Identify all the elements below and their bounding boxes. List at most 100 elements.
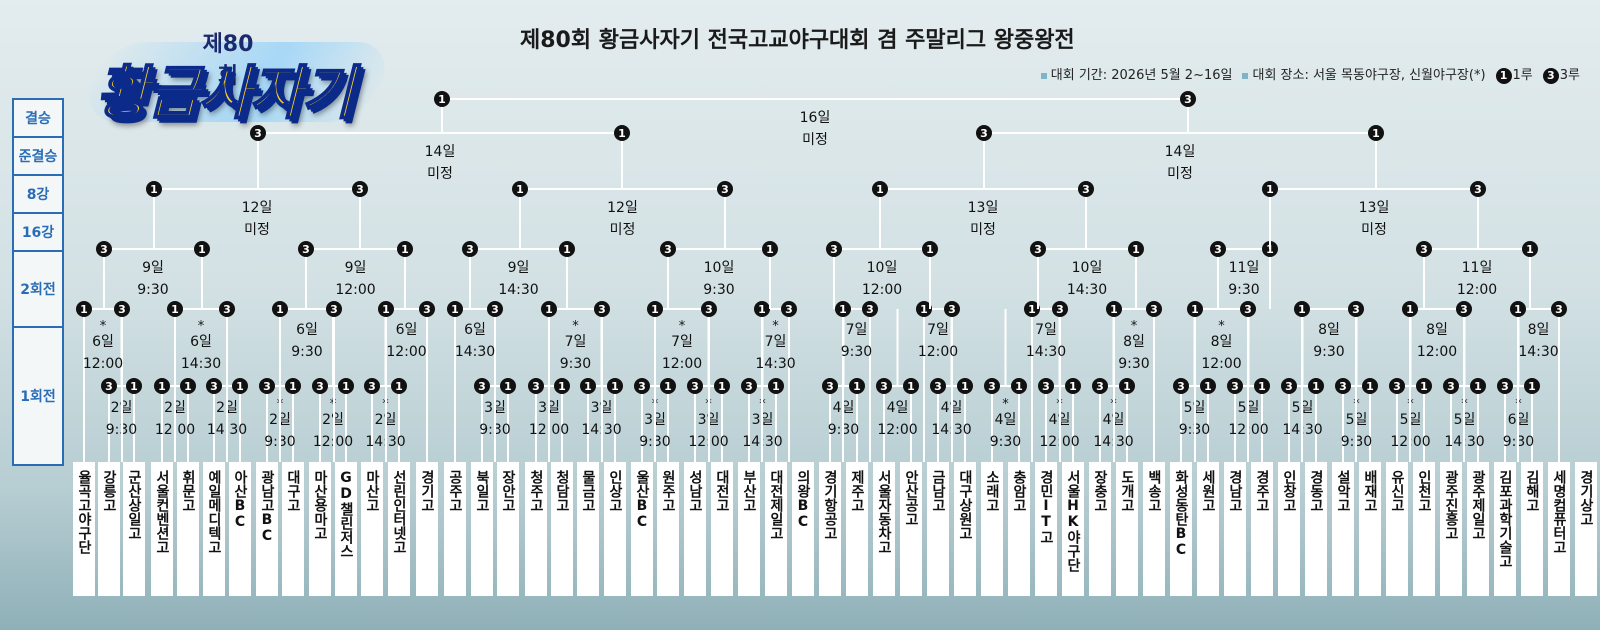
base-badge-text: 1 [130,380,138,393]
first-base-badge-icon [872,181,888,197]
team-name: 성남고 [684,462,706,596]
third-base-badge-icon [634,378,650,394]
base-badge-text: 1 [926,243,934,256]
base-badge-text: 1 [876,183,884,196]
first-base-badge-icon [957,378,973,394]
match-time: 9:30 [990,434,1021,450]
base-badge-text: 1 [1528,380,1536,393]
first-base-badge-icon [916,301,932,317]
team-name: 장충고 [1089,462,1111,596]
base-badge-text: 1 [545,303,553,316]
match-time: 12:00 [386,344,426,360]
match-time: 14:30 [498,282,538,298]
match-time: 14:30 [181,356,221,372]
base-badge-text: 1 [1406,303,1414,316]
match-time: 14:30 [1518,344,1558,360]
third-base-badge-icon [701,301,717,317]
match-time: 미정 [1167,166,1193,182]
team-name: 원주고 [657,462,679,596]
base-badge-text: 3 [423,303,431,316]
base-badge-text: 1 [611,380,619,393]
match-day: 4일 [995,412,1017,428]
team-name: 장안고 [497,462,519,596]
team-name: 경기항공고 [819,462,841,596]
base-badge-text: 3 [105,380,113,393]
base-badge-text: 3 [254,127,262,140]
period-info: 대회 기간: 2026년 5월 2~16일 [1040,64,1232,83]
base-badge-text: 3 [1460,303,1468,316]
third-base-badge-icon [1030,241,1046,257]
match-day: 4일 [887,400,909,416]
match-day: 7일 [765,334,787,350]
match-day: 6일 [396,322,418,338]
base-badge-text: 1 [1298,303,1306,316]
base-badge-text: 3 [1244,303,1252,316]
first-base-badge-icon [378,301,394,317]
logo-name: 황금사자기 [95,58,356,128]
base-badge-text: 3 [356,183,364,196]
base-badge-text: 1 [382,303,390,316]
first-base-badge-icon [1308,378,1324,394]
match-day: 6일 [92,334,114,350]
venue-text: 대회 장소: 서울 목동야구장, 신월야구장(*) [1252,68,1486,84]
match-time: 9:30 [1228,282,1259,298]
third-base-badge-icon [944,301,960,317]
page-title: 제80회 황금사자기 전국고교야구대회 겸 주말리그 왕중왕전 [520,28,1075,53]
team-name: 경기고 [416,462,438,596]
first-base-badge-icon [1524,378,1540,394]
first-base-badge-icon [1065,378,1081,394]
match-day: 6일 [464,322,486,338]
team-name: 대전제일고 [765,462,787,596]
third-base-badge-icon [114,301,130,317]
venue-star: * [100,319,107,334]
base-badge-text: 3 [1231,380,1239,393]
first-base-badge-icon [1106,301,1122,317]
base-badge-text: 1 [618,127,626,140]
first-base-badge-icon [1254,378,1270,394]
team-name: 울산BC [631,462,653,596]
third-base-badge-icon [717,181,733,197]
base-badge-text: 1 [516,183,524,196]
first-base-badge-icon [1510,301,1526,317]
first-base-badge-icon [1294,301,1310,317]
third-base-badge-icon [1227,378,1243,394]
team-name: 안산공고 [900,462,922,596]
tournament-logo: 제80회 황금사자기 [77,12,397,128]
base-badge-text: 3 [705,303,713,316]
base-badge-text: 3 [1474,183,1482,196]
team-name: 제주고 [846,462,868,596]
first-base-badge-icon [76,301,92,317]
base-badge-text: 3 [478,380,486,393]
team-name: 대전고 [711,462,733,596]
team-name: 설악고 [1332,462,1354,596]
team-name: 소래고 [981,462,1003,596]
team-name: 세명컴퓨터고 [1548,462,1570,596]
round-label: 8강 [14,176,62,214]
team-name: 백송고 [1143,462,1165,596]
base-badge-text: 1 [961,380,969,393]
team-name: 배재고 [1359,462,1381,596]
base-badge-text: 3 [980,127,988,140]
base-badge-text: 1 [1420,380,1428,393]
base-badge-text: 3 [1177,380,1185,393]
third-base-badge-icon [1335,378,1351,394]
first-base-badge-icon: 1 [1495,67,1512,84]
team-name: 금남고 [927,462,949,596]
base-badge-text: 3 [745,380,753,393]
round-labels: 결승 준결승 8강 16강 2회전 1회전 [12,98,64,466]
base-badge-text: 3 [866,303,874,316]
third-base-badge-icon [250,125,266,141]
match-day: 8일 [1528,322,1550,338]
base-badge-text: 1 [80,303,88,316]
first-base-badge-icon [397,241,413,257]
first-base-badge-icon [391,378,407,394]
third-base-badge-icon [1038,378,1054,394]
third-base-badge-icon [312,378,328,394]
match-time: 14:30 [455,344,495,360]
venue-star: * [772,319,779,334]
third-base-badge-icon [1240,301,1256,317]
match-day: 10일 [867,260,898,276]
match-time: 9:30 [291,344,322,360]
first-base-badge-icon [647,301,663,317]
base-badge-text: 3 [302,243,310,256]
